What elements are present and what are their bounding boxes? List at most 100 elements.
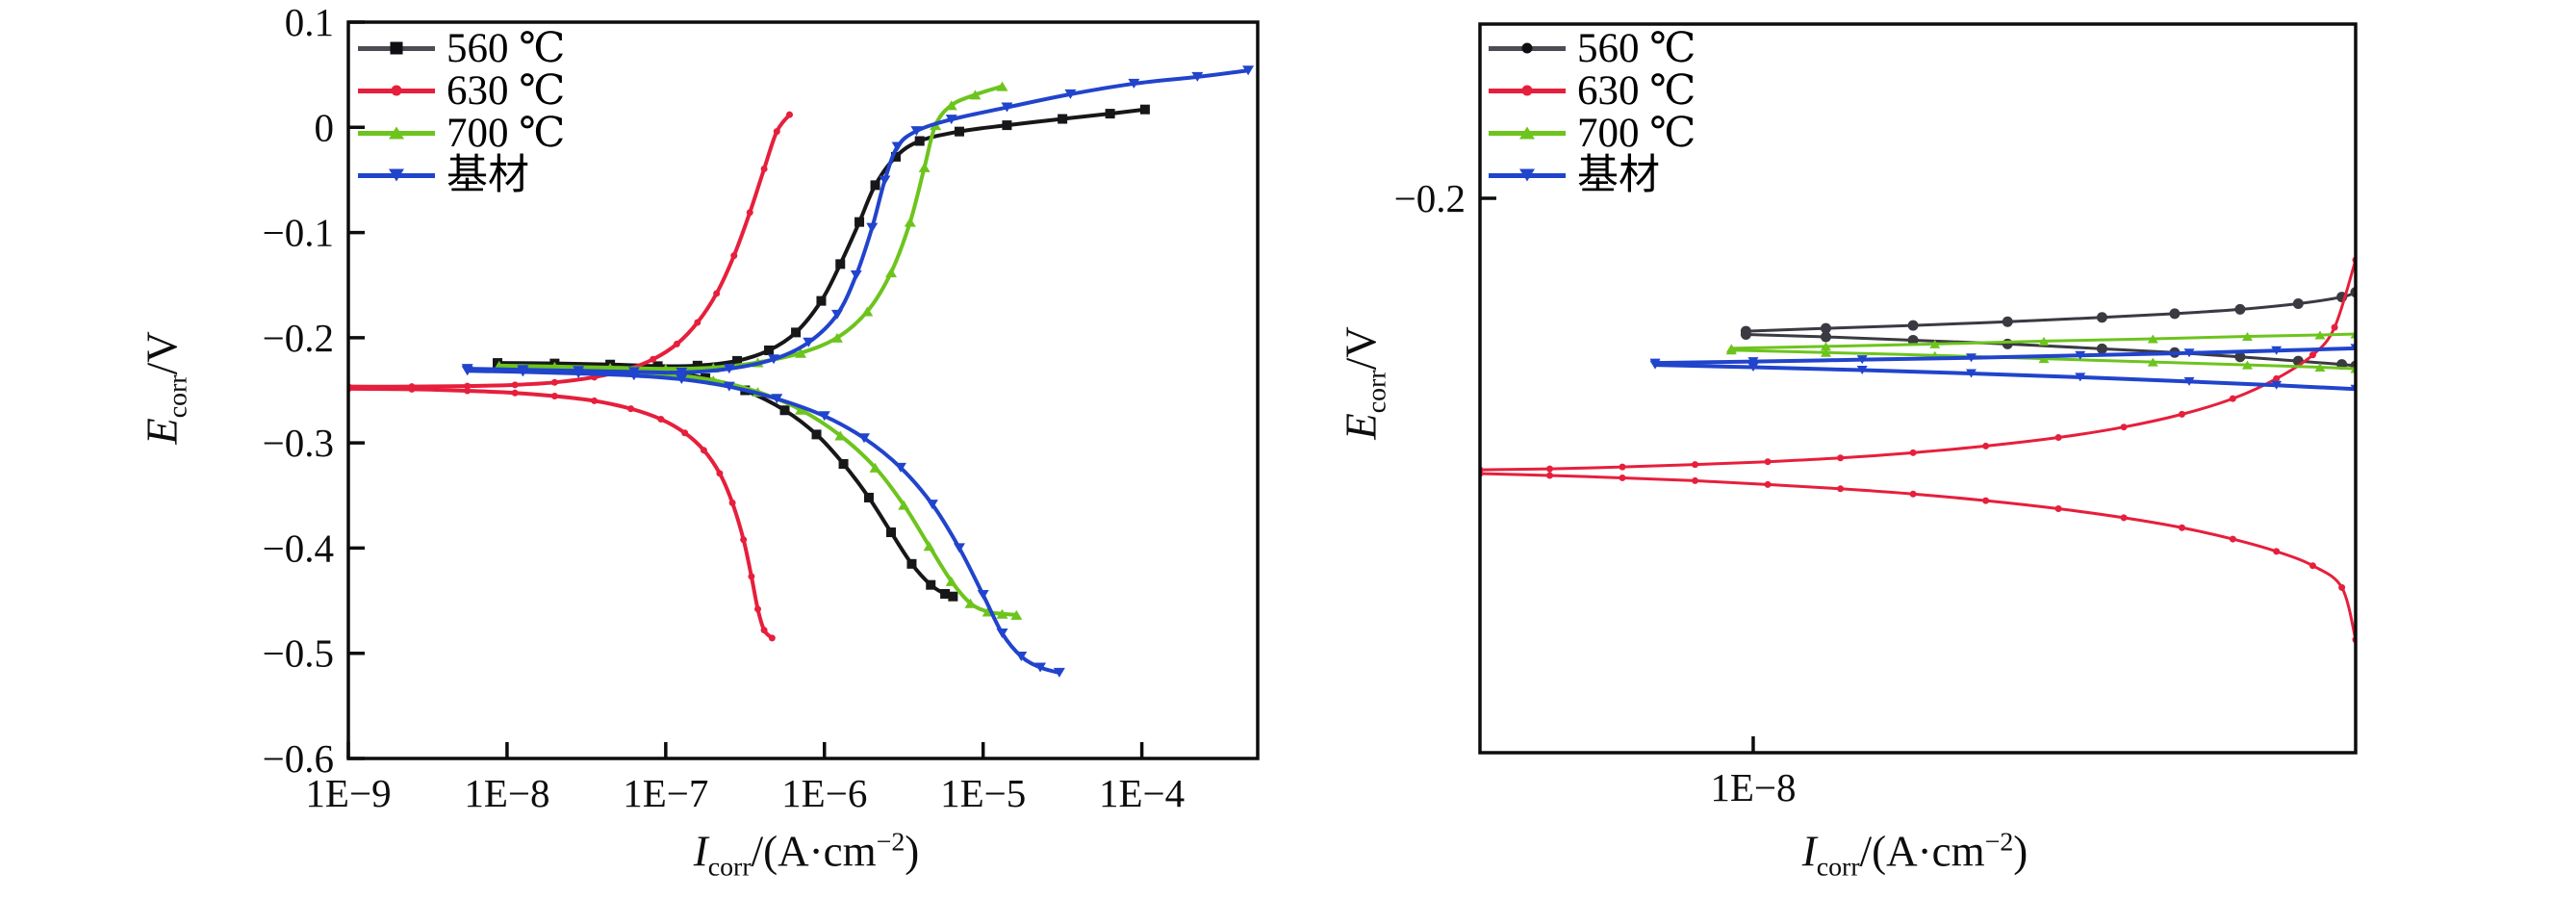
data-point-marker: [2054, 505, 2062, 513]
data-point-marker: [906, 558, 917, 569]
legend-label: 基材: [446, 152, 529, 198]
data-point-marker: [2241, 360, 2253, 370]
data-point-marker: [692, 360, 702, 371]
data-point-marker: [676, 367, 688, 377]
data-point-marker: [2038, 336, 2050, 346]
data-point-marker: [550, 378, 558, 386]
y-tick-label: −0.6: [263, 736, 334, 781]
data-point-marker: [676, 374, 688, 385]
y-tick-label: −0.3: [263, 421, 334, 465]
data-point-marker: [1139, 104, 1150, 115]
data-point-marker: [650, 355, 657, 363]
data-point-marker: [996, 81, 1008, 91]
data-point-marker: [791, 327, 802, 338]
data-point-marker: [926, 500, 938, 510]
data-point-marker: [2308, 562, 2316, 570]
data-point-marker: [1747, 357, 1759, 367]
data-point-marker: [760, 627, 768, 634]
legend-left-chart: 560 ℃ 630 ℃ 700 ℃ 基材: [358, 27, 565, 196]
data-point-marker: [694, 319, 701, 326]
circle-marker-icon: [1521, 42, 1533, 54]
data-point-marker: [511, 389, 519, 397]
triangle-down-marker-icon: [1519, 168, 1535, 182]
data-point-marker: [910, 126, 923, 137]
plot-area-polarization-zoom: [1480, 256, 2356, 644]
data-point-marker: [748, 573, 755, 580]
data-point-marker: [2075, 372, 2086, 382]
data-point-marker: [954, 126, 964, 137]
data-point-marker: [1058, 114, 1068, 124]
data-point-marker: [2096, 343, 2107, 354]
circle-marker-icon: [1521, 85, 1533, 96]
data-point-marker: [1619, 474, 1626, 481]
curve-基材: [1653, 363, 2356, 392]
curve-630 ℃: [348, 113, 792, 389]
data-point-marker: [914, 136, 925, 146]
data-point-marker: [740, 536, 748, 544]
data-point-marker: [723, 364, 735, 374]
data-point-marker: [977, 590, 989, 601]
data-point-marker: [857, 433, 870, 444]
y-axis-label-left: Ecorr/V: [138, 331, 193, 445]
data-point-marker: [723, 381, 735, 392]
data-point-marker: [795, 347, 807, 358]
data-point-marker: [885, 268, 898, 278]
legend-line-sample: [1489, 168, 1566, 182]
triangle-up-marker-icon: [1519, 126, 1535, 140]
data-point-marker: [785, 111, 793, 118]
data-point-marker: [866, 222, 879, 233]
data-point-marker: [2038, 354, 2050, 364]
curve-630 ℃: [1480, 258, 2356, 472]
data-point-marker: [2271, 346, 2283, 355]
data-point-marker: [2338, 583, 2346, 591]
data-point-marker: [2271, 380, 2283, 390]
triangle-down-marker-icon: [389, 168, 404, 182]
data-point-marker: [1907, 320, 1919, 331]
data-point-marker: [2120, 514, 2128, 522]
data-point-marker: [803, 337, 815, 347]
data-point-marker: [2179, 410, 2186, 418]
legend-item: 630 ℃: [358, 69, 565, 112]
data-point-marker: [2273, 374, 2281, 382]
data-point-marker: [886, 527, 897, 538]
legend-line-sample: [1489, 126, 1566, 140]
data-point-marker: [713, 290, 721, 297]
data-point-marker: [1105, 109, 1115, 119]
legend-label: 700 ℃: [1577, 110, 1696, 156]
data-point-marker: [945, 100, 957, 111]
legend-label: 560 ℃: [1577, 25, 1696, 71]
curve-560 ℃: [1744, 333, 2356, 368]
x-tick-label: 1E−6: [781, 771, 867, 815]
data-point-marker: [948, 591, 958, 602]
data-point-marker: [1692, 476, 1699, 484]
legend-item: 700 ℃: [358, 112, 565, 154]
data-point-marker: [700, 447, 707, 454]
data-point-marker: [2241, 331, 2253, 341]
data-point-marker: [1053, 667, 1065, 678]
data-point-marker: [2075, 350, 2086, 360]
data-point-marker: [673, 340, 680, 347]
data-point-marker: [730, 252, 738, 260]
data-point-marker: [2183, 348, 2195, 358]
data-point-marker: [2147, 334, 2158, 344]
x-axis-label-right: Icorr/(A·cm−2): [1801, 827, 2028, 883]
data-point-marker: [1966, 353, 1977, 363]
x-tick-label: 1E−9: [305, 771, 391, 815]
data-point-marker: [771, 394, 783, 404]
data-point-marker: [923, 541, 935, 552]
data-point-marker: [953, 543, 965, 553]
data-point-marker: [652, 361, 663, 372]
data-point-marker: [573, 369, 585, 379]
data-point-marker: [2002, 338, 2013, 349]
data-point-marker: [657, 416, 665, 424]
legend-line-sample: [358, 168, 435, 182]
y-axis-label-right: Ecorr/V: [1337, 326, 1392, 440]
triangle-up-marker-icon: [389, 126, 404, 140]
curve-630 ℃: [1480, 472, 2356, 642]
data-point-marker: [627, 371, 640, 381]
data-point-marker: [767, 354, 779, 365]
legend-line-sample: [358, 126, 435, 140]
data-point-marker: [861, 306, 874, 317]
data-point-marker: [1820, 322, 1831, 334]
